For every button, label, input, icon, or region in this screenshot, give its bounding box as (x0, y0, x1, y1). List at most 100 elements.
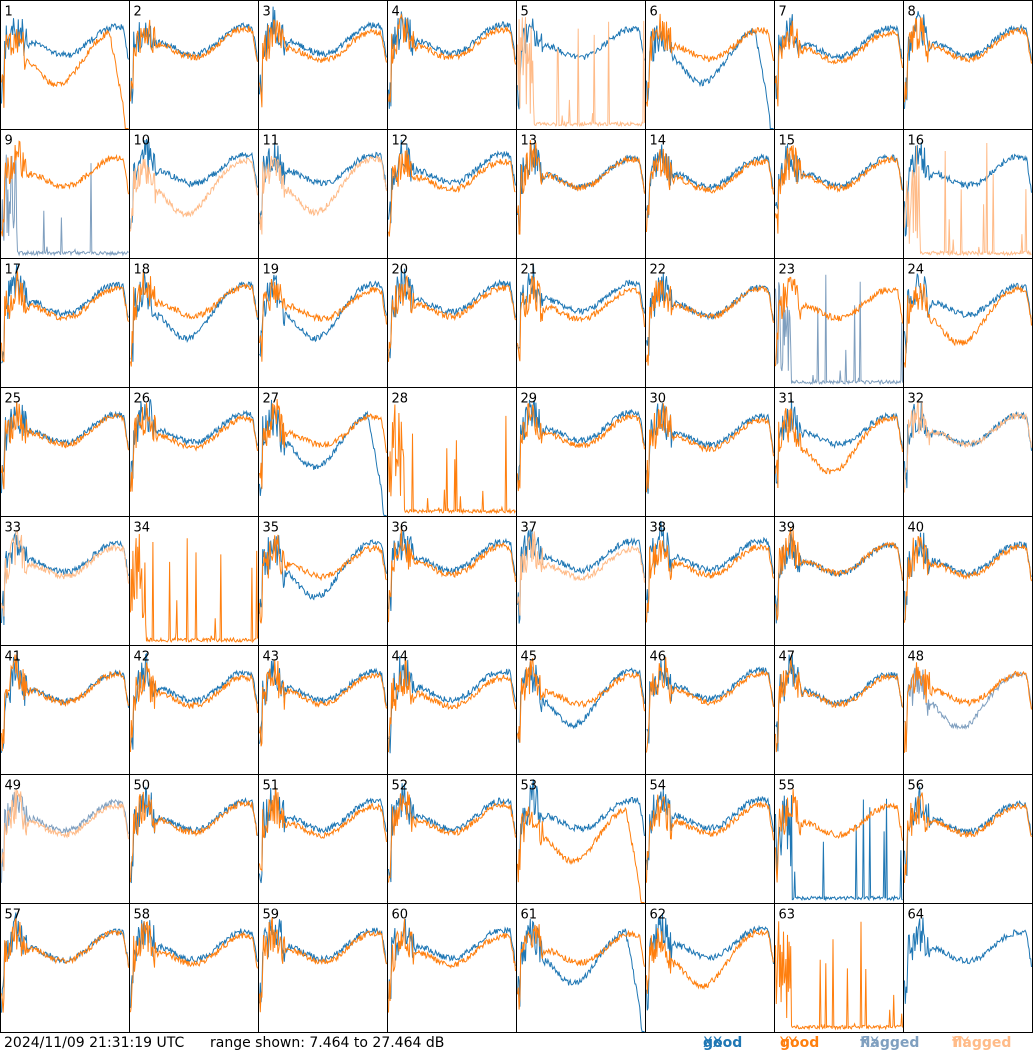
panel-label: 2 (134, 5, 142, 20)
series-yy-line (646, 928, 774, 994)
panel-52: 52 (387, 774, 517, 904)
series-xx-line (904, 273, 1032, 354)
panel-34: 34 (129, 516, 259, 646)
series-yy-line (775, 527, 903, 621)
series-yy-line (904, 400, 1032, 493)
panel-label: 55 (779, 779, 796, 794)
series-xx-line (1, 154, 129, 257)
panel-60: 60 (387, 903, 517, 1033)
panel-frame (516, 903, 646, 1033)
series-yy-line (904, 17, 1032, 103)
panel-label: 9 (5, 134, 13, 149)
panel-label: 51 (263, 779, 280, 794)
series-yy-line (388, 149, 516, 237)
series-xx-line (517, 662, 645, 743)
panel-frame (774, 903, 904, 1033)
panel-label: 33 (5, 521, 22, 536)
panel-10: 10 (129, 129, 259, 259)
panel-frame (903, 0, 1033, 130)
series-xx-line (259, 274, 387, 358)
panel-frame (258, 129, 388, 259)
series-yy-line (517, 924, 645, 1010)
series-yy-line (259, 659, 387, 747)
panel-label: 1 (5, 5, 13, 20)
series-xx-line (646, 520, 774, 613)
panel-36: 36 (387, 516, 517, 646)
panel-label: 42 (134, 650, 151, 665)
panel-label: 4 (392, 5, 400, 20)
panel-label: 43 (263, 650, 280, 665)
panel-label: 41 (5, 650, 22, 665)
panel-frame (0, 258, 130, 388)
panel-frame (774, 258, 904, 388)
panel-47: 47 (774, 645, 904, 775)
series-yy-line (1, 29, 129, 129)
series-xx-line (388, 11, 516, 109)
panel-1: 1 (0, 0, 130, 130)
panel-label: 14 (650, 134, 667, 149)
series-yy-line (904, 283, 1032, 368)
panel-16: 16 (903, 129, 1033, 259)
series-yy-line (388, 13, 516, 103)
panel-label: 3 (263, 5, 271, 20)
panel-label: 10 (134, 134, 151, 149)
panel-frame (516, 387, 646, 517)
panel-33: 33 (0, 516, 130, 646)
panel-label: 19 (263, 263, 280, 278)
panel-label: 64 (908, 908, 925, 923)
series-yy-line (130, 791, 258, 883)
series-yy-line (904, 536, 1032, 623)
panel-label: 58 (134, 908, 151, 923)
panel-14: 14 (645, 129, 775, 259)
series-xx-line (517, 399, 645, 490)
series-xx-line (904, 786, 1032, 877)
panel-38: 38 (645, 516, 775, 646)
panel-frame (0, 516, 130, 646)
series-yy-line (646, 657, 774, 753)
panel-label: 63 (779, 908, 796, 923)
series-yy-line (130, 921, 258, 1013)
panel-39: 39 (774, 516, 904, 646)
panel-label: 62 (650, 908, 667, 923)
panel-frame (129, 774, 259, 904)
panel-label: 44 (392, 650, 409, 665)
panel-label: 31 (779, 392, 796, 407)
panel-frame (516, 0, 646, 130)
panel-61: 61 (516, 903, 646, 1033)
panel-label: 20 (392, 263, 409, 278)
panel-label: 34 (134, 521, 151, 536)
panel-label: 48 (908, 650, 925, 665)
series-xx-line (775, 795, 903, 902)
panel-label: 59 (263, 908, 280, 923)
panel-label: 39 (779, 521, 796, 536)
panel-label: 28 (392, 392, 409, 407)
panel-label: 45 (521, 650, 538, 665)
panel-26: 26 (129, 387, 259, 517)
panel-23: 23 (774, 258, 904, 388)
series-yy-line (130, 662, 258, 753)
panel-58: 58 (129, 903, 259, 1033)
series-yy-line (1, 140, 129, 237)
series-yy-line (775, 656, 903, 753)
panel-label: 15 (779, 134, 796, 149)
panel-59: 59 (258, 903, 388, 1033)
series-yy-line (646, 148, 774, 233)
panel-21: 21 (516, 258, 646, 388)
panel-49: 49 (0, 774, 130, 904)
panel-label: 13 (521, 134, 538, 149)
panel-53: 53 (516, 774, 646, 904)
panel-11: 11 (258, 129, 388, 259)
series-yy-line (646, 13, 774, 107)
legend-good-yy-word: good (780, 1035, 820, 1051)
panel-32: 32 (903, 387, 1033, 517)
panel-5: 5 (516, 0, 646, 130)
panel-4: 4 (387, 0, 517, 130)
panel-30: 30 (645, 387, 775, 517)
range-text: range shown: 7.464 to 27.464 dB (210, 1035, 445, 1051)
series-xx-line (517, 264, 645, 351)
panel-frame (258, 516, 388, 646)
panel-label: 21 (521, 263, 538, 278)
series-yy-line (1, 271, 129, 363)
series-xx-line (775, 14, 903, 100)
